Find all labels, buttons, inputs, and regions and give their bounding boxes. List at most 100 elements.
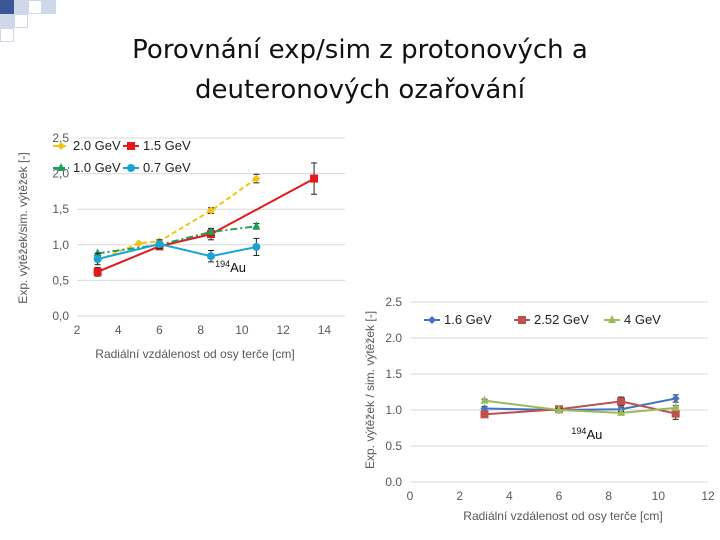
legend-item: 1.6 GeV [424, 312, 492, 327]
diamond-marker [207, 206, 215, 215]
deco-square [14, 0, 28, 14]
series-line [97, 243, 257, 261]
triangle-marker [480, 395, 489, 404]
x-axis-title: Radiální vzdálenost od osy terče [cm] [463, 509, 662, 523]
deco-square [14, 14, 28, 28]
legend-label: 0.7 GeV [143, 160, 191, 175]
diamond-marker [252, 174, 261, 183]
triangle-marker [252, 221, 261, 230]
series-line [97, 177, 315, 273]
x-tick-label: 4 [506, 489, 513, 503]
y-tick-label: 0.5 [385, 439, 402, 453]
series-line [484, 400, 676, 416]
y-tick-label: 1.0 [385, 403, 402, 417]
x-tick-label: 2 [74, 323, 81, 337]
legend-label: 2.52 GeV [534, 312, 589, 327]
triangle-marker [93, 248, 102, 257]
square-marker [671, 409, 680, 418]
circle-marker [155, 240, 164, 249]
y-axis-title: Exp. výtěžek/sim. výtěžek [-] [16, 152, 30, 303]
y-tick-label: 0.0 [385, 475, 402, 489]
square-marker [127, 142, 135, 150]
series-0-7-GeV [93, 237, 261, 266]
x-tick-label: 0 [407, 489, 414, 503]
series-line [97, 225, 257, 255]
square-marker [93, 267, 102, 276]
x-tick-label: 2 [456, 489, 463, 503]
triangle-marker [207, 226, 215, 235]
triangle-marker [608, 315, 616, 323]
legend-item: 1.5 GeV [123, 138, 191, 153]
triangle-marker [555, 405, 563, 413]
legend-item: 4 GeV [604, 312, 661, 327]
isotope-mass-number: 194 [215, 259, 230, 269]
deco-square [0, 14, 14, 28]
legend: 2.0 GeV 1.5 GeV 1.0 GeV 0.7 GeV [53, 138, 191, 175]
deuterons-ratio-chart: 0.0 0.5 1.0 1.5 2.0 2.5 0 2 4 6 8 10 12 Radiální vzdá… [363, 295, 715, 523]
circle-marker [252, 242, 261, 251]
legend: 1.6 GeV 2.52 GeV 4 GeV [424, 312, 661, 327]
y-tick-label: 2.5 [385, 295, 402, 309]
x-tick-label: 12 [701, 489, 715, 503]
legend-label: 2.0 GeV [73, 138, 121, 153]
circle-marker [93, 255, 102, 264]
x-tick-label: 8 [197, 323, 204, 337]
legend-item: 1.0 GeV [53, 160, 121, 175]
circle-marker [207, 252, 215, 261]
isotope-annotation: 194Au [571, 426, 602, 442]
x-tick-label: 4 [115, 323, 122, 337]
x-tick-label: 8 [605, 489, 612, 503]
circle-marker [127, 164, 135, 172]
legend-label: 1.5 GeV [143, 138, 191, 153]
deco-square [28, 0, 42, 14]
slide-title-line1: Porovnání exp/sim z protonových a [132, 35, 588, 65]
slide-title-line2: deuteronových ozařování [195, 75, 525, 105]
series-4-GeV [480, 395, 680, 416]
isotope-annotation: 194Au [215, 259, 246, 275]
y-tick-label: 1,5 [52, 202, 69, 216]
diamond-marker [134, 239, 143, 248]
protons-ratio-chart: 0,0 0,5 1,0 1,5 2,0 2,5 2 4 6 8 10 12 14 Radiální vzd… [16, 131, 345, 361]
diamond-marker [428, 316, 436, 324]
x-tick-label: 6 [156, 323, 163, 337]
series-line [484, 399, 676, 414]
square-marker [617, 397, 626, 406]
x-tick-label: 6 [556, 489, 563, 503]
legend-item: 2.52 GeV [514, 312, 589, 327]
isotope-symbol: Au [230, 260, 246, 275]
square-marker [480, 410, 489, 419]
slide-title: Porovnání exp/sim z protonových a deuter… [60, 30, 660, 110]
series-1-5-GeV [93, 162, 319, 277]
diamond-marker [671, 394, 680, 403]
x-axis-title: Radiální vzdálenost od osy terče [cm] [95, 347, 294, 361]
legend-label: 4 GeV [624, 312, 661, 327]
isotope-mass-number: 194 [571, 426, 586, 436]
y-tick-label: 1.5 [385, 367, 402, 381]
x-tick-label: 14 [318, 323, 332, 337]
isotope-symbol: Au [586, 427, 602, 442]
legend-label: 1.6 GeV [444, 312, 492, 327]
diamond-marker [57, 142, 65, 150]
legend-item: 0.7 GeV [123, 160, 191, 175]
legend-item: 2.0 GeV [53, 138, 121, 153]
square-marker [310, 174, 319, 183]
y-tick-label: 0,0 [52, 309, 69, 323]
legend-label: 1.0 GeV [73, 160, 121, 175]
deco-square [0, 0, 14, 14]
y-tick-label: 2,0 [52, 167, 69, 181]
square-marker [518, 316, 526, 324]
deco-square [0, 28, 14, 42]
x-tick-label: 10 [235, 323, 249, 337]
series-line [484, 397, 676, 412]
x-tick-label: 10 [652, 489, 666, 503]
y-tick-label: 2,5 [52, 131, 69, 145]
x-tick-label: 12 [276, 323, 290, 337]
triangle-marker [617, 407, 626, 416]
y-axis-title: Exp. výtěžek / sim. výtěžek [-] [363, 311, 377, 469]
y-tick-label: 1,0 [52, 238, 69, 252]
deco-square [42, 0, 56, 14]
y-tick-label: 2.0 [385, 331, 402, 345]
y-tick-label: 0,5 [52, 273, 69, 287]
triangle-marker [671, 402, 680, 411]
triangle-marker [57, 163, 65, 171]
